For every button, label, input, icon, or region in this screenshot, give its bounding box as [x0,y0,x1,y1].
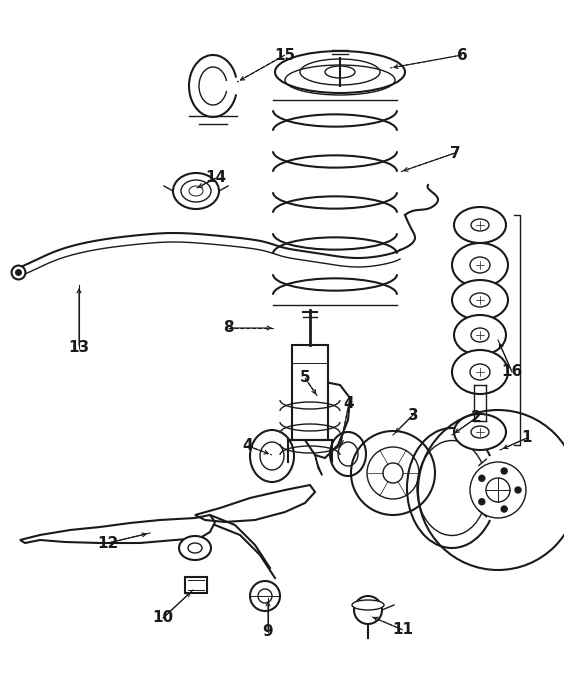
Ellipse shape [454,414,506,450]
Text: 14: 14 [205,171,227,186]
Text: 15: 15 [275,47,296,63]
Bar [185,577,207,593]
Text: 12: 12 [98,535,118,551]
Text: 5: 5 [299,371,310,385]
Circle shape [515,487,521,493]
Text: 13: 13 [68,340,90,356]
Text: 1: 1 [522,431,532,446]
Ellipse shape [173,173,219,209]
Ellipse shape [352,600,384,610]
Ellipse shape [452,350,508,394]
Text: 16: 16 [501,364,523,379]
Circle shape [501,506,507,512]
Ellipse shape [454,207,506,243]
Text: 2: 2 [470,410,482,425]
Text: 8: 8 [223,321,233,335]
Text: 4: 4 [243,439,253,454]
Text: 3: 3 [408,408,418,423]
Text: 7: 7 [450,146,460,161]
Ellipse shape [179,536,211,560]
Text: 6: 6 [457,47,468,63]
Ellipse shape [452,243,508,287]
Circle shape [479,499,485,505]
Text: 11: 11 [393,622,413,637]
Text: 9: 9 [263,624,274,639]
Circle shape [501,468,507,474]
Circle shape [479,475,485,481]
Ellipse shape [454,315,506,355]
Bar [292,345,328,440]
Text: 4: 4 [343,396,354,410]
Text: 10: 10 [152,610,174,626]
Ellipse shape [452,280,508,320]
